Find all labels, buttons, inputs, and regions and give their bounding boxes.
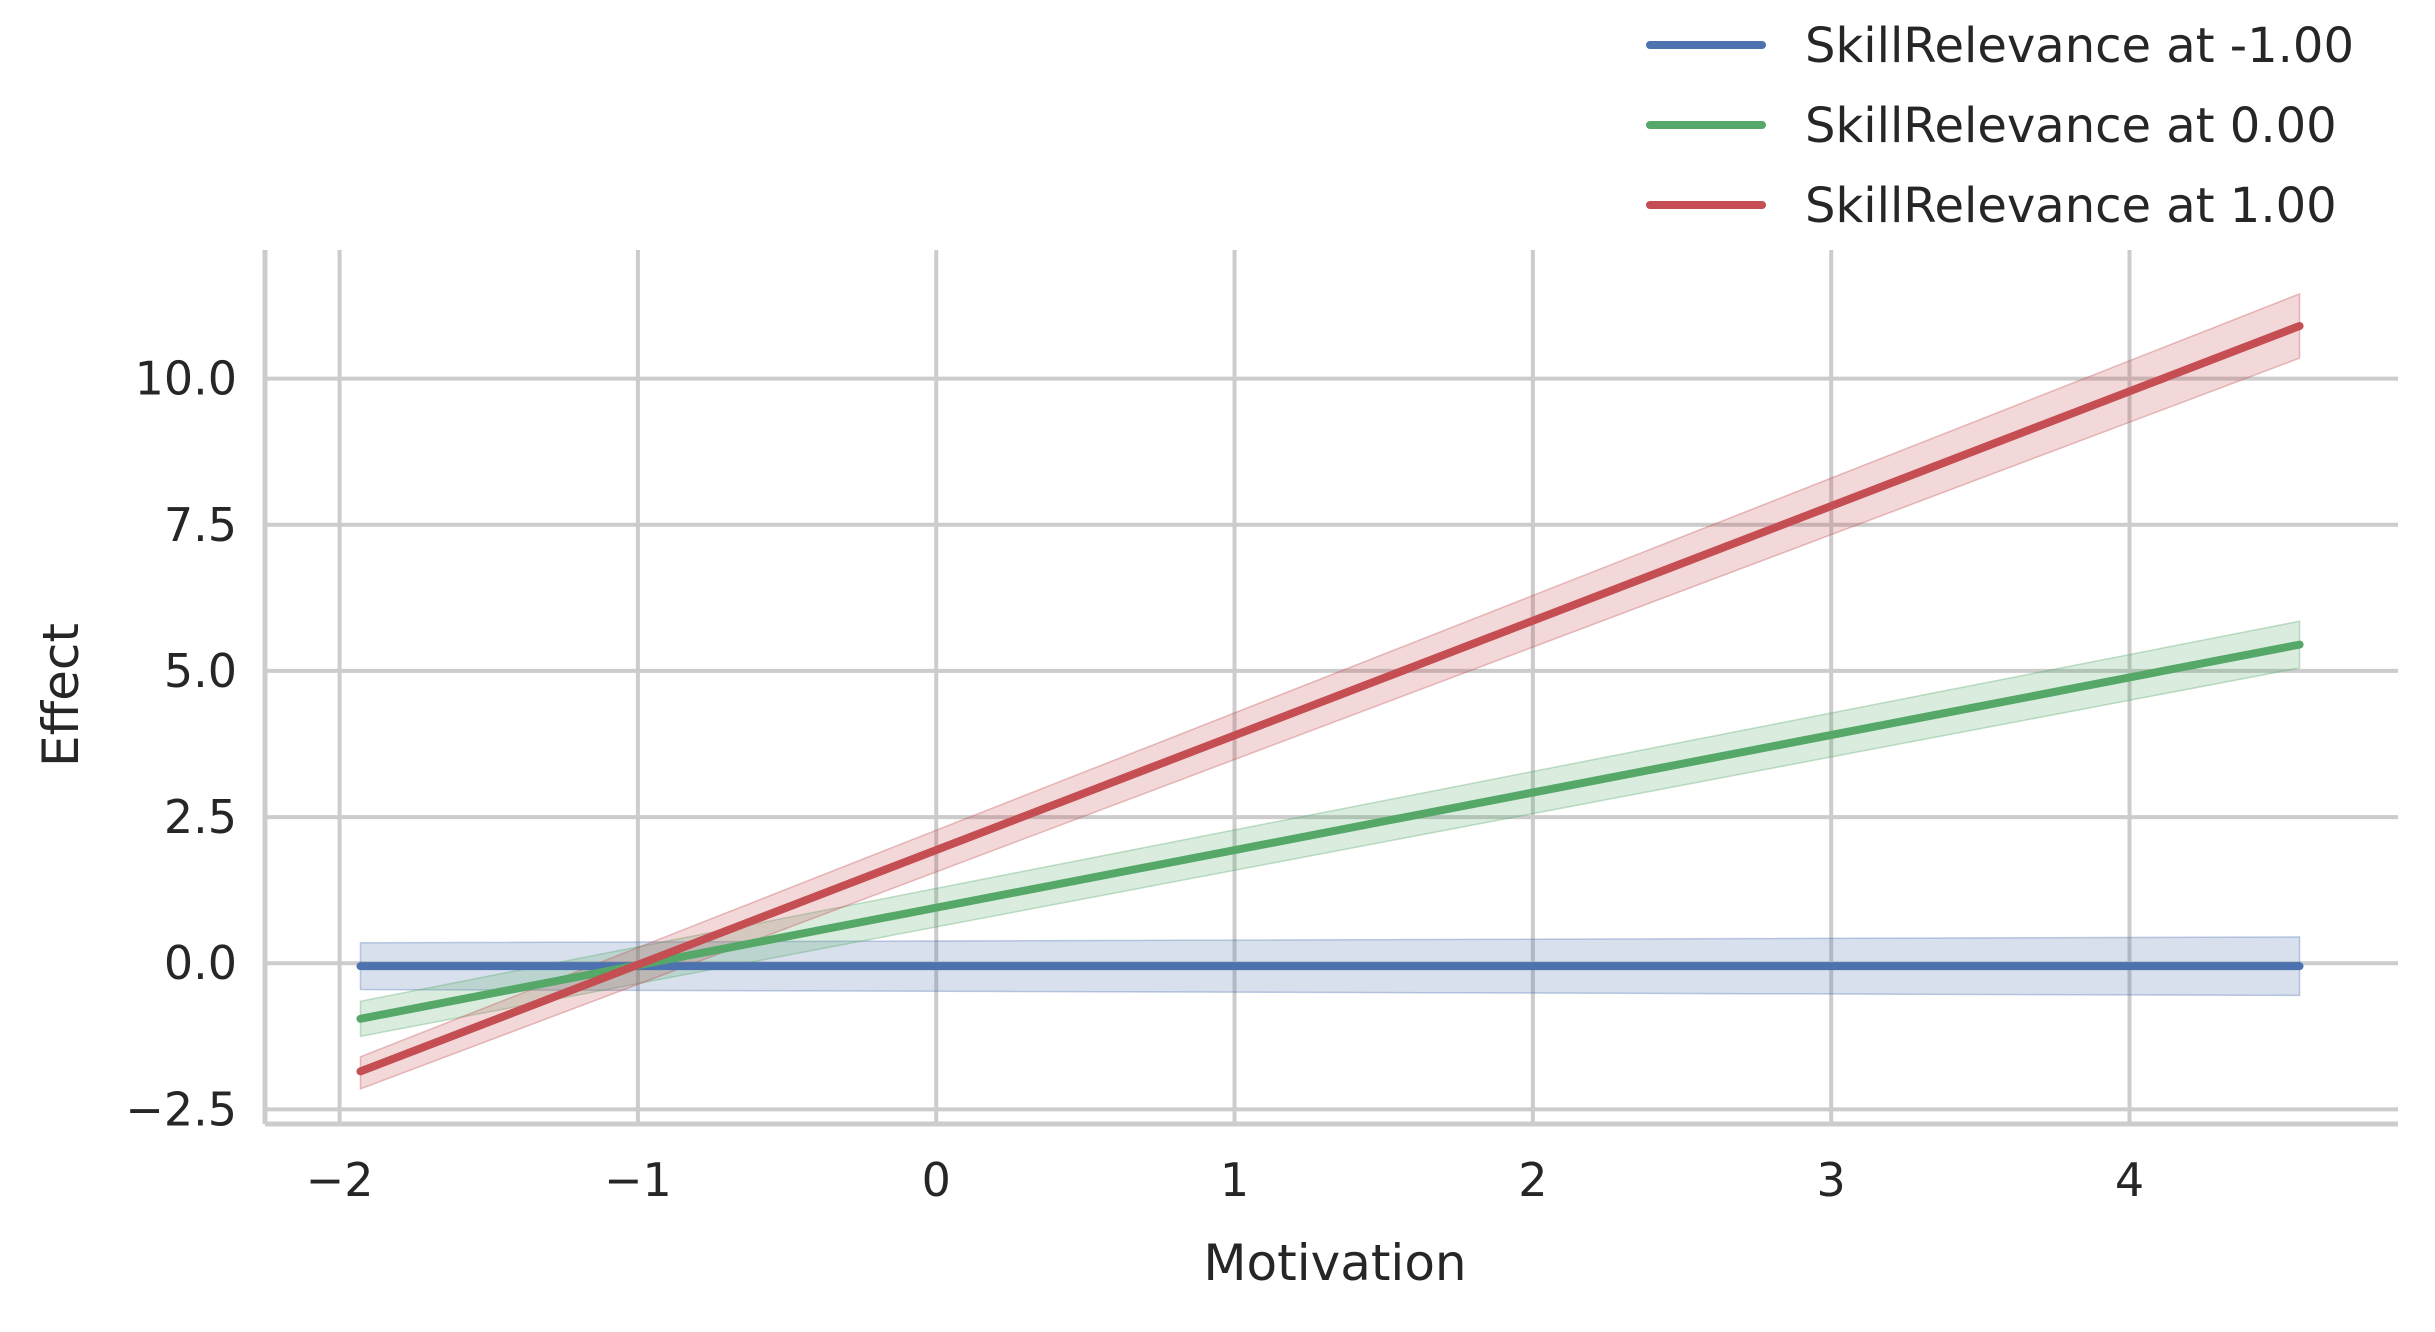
y-axis-label: Effect — [32, 623, 90, 767]
x-tick-label: −1 — [604, 1153, 672, 1207]
legend: SkillRelevance at -1.00 SkillRelevance at… — [1646, 18, 2354, 234]
y-tick-label: 5.0 — [164, 644, 237, 698]
series-line — [356, 322, 2304, 1076]
axes — [262, 250, 2398, 1127]
x-tick-label: 4 — [2115, 1153, 2144, 1207]
y-tick-label: 0.0 — [164, 936, 237, 990]
series-line — [356, 640, 2304, 1023]
y-tick-label: 2.5 — [164, 790, 237, 844]
confidence-band — [359, 292, 2301, 1091]
series-lines — [356, 322, 2304, 1076]
x-tick-label: 0 — [922, 1153, 951, 1207]
tick-labels: −2 −1 0 1 2 3 4 −2.5 0.0 2.5 5.0 7.5 10.0 — [125, 352, 2144, 1207]
x-tick-label: −2 — [306, 1153, 374, 1207]
legend-label: SkillRelevance at 0.00 — [1805, 98, 2337, 154]
y-tick-label: 10.0 — [135, 352, 237, 406]
x-tick-label: 2 — [1518, 1153, 1547, 1207]
legend-label: SkillRelevance at -1.00 — [1805, 18, 2354, 74]
y-tick-label: 7.5 — [164, 498, 237, 552]
x-tick-label: 3 — [1817, 1153, 1846, 1207]
x-axis-label: Motivation — [1203, 1234, 1466, 1292]
legend-label: SkillRelevance at 1.00 — [1805, 178, 2337, 234]
x-tick-label: 1 — [1220, 1153, 1249, 1207]
y-tick-label: −2.5 — [125, 1082, 237, 1136]
